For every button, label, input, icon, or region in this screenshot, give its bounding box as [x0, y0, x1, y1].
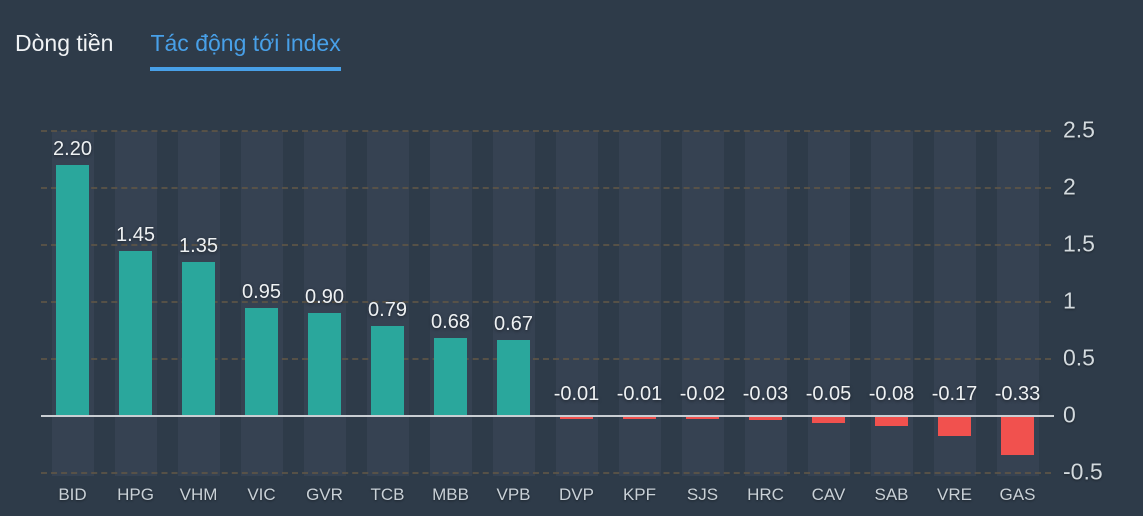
bar-value-label: 0.90 [305, 286, 344, 309]
bar-value-label: -0.33 [994, 383, 1041, 405]
x-tick-label-tcb: TCB [370, 485, 405, 504]
y-tick-label: 2 [1063, 173, 1076, 200]
bar-value-label: 1.35 [179, 235, 218, 258]
bar-kpf[interactable] [623, 417, 656, 419]
x-tick-label-vhm: VHM [179, 485, 218, 504]
x-tick-label-vpb: VPB [496, 485, 531, 504]
tab-tac-dong-toi-index[interactable]: Tác động tới index [150, 28, 341, 71]
bar-tcb[interactable] [371, 325, 404, 416]
x-tick-label-sab: SAB [874, 485, 909, 504]
bar-value-label: 0.95 [242, 280, 281, 303]
bar-sab[interactable] [875, 417, 908, 427]
x-tick-label-gas: GAS [999, 485, 1036, 504]
bar-value-label: 0.67 [494, 312, 533, 335]
y-tick-label: 1 [1063, 287, 1076, 314]
bar-cav[interactable] [812, 417, 845, 423]
x-tick-label-sjs: SJS [686, 485, 719, 504]
column-band [744, 131, 787, 476]
bar-value-label: 0.68 [431, 311, 470, 334]
bar-dvp[interactable] [560, 417, 593, 419]
bar-hrc[interactable] [749, 417, 782, 421]
column-band [492, 131, 535, 476]
column-band [807, 131, 850, 476]
bar-vpb[interactable] [497, 339, 530, 416]
bar-mbb[interactable] [434, 338, 467, 416]
bar-value-label: -0.01 [616, 383, 663, 405]
x-tick-label-kpf: KPF [622, 485, 657, 504]
bar-hpg[interactable] [119, 250, 152, 416]
y-tick-label: 0.5 [1063, 344, 1095, 371]
bar-vhm[interactable] [182, 262, 215, 416]
y-tick-label: 0 [1063, 401, 1076, 428]
column-band [555, 131, 598, 476]
bar-value-label: -0.05 [805, 383, 852, 405]
y-tick-label: 1.5 [1063, 230, 1095, 257]
bar-value-label: -0.01 [553, 383, 600, 405]
bar-value-label: -0.02 [679, 383, 726, 405]
x-tick-label-cav: CAV [811, 485, 846, 504]
bar-value-label: -0.08 [868, 383, 915, 405]
x-tick-label-hpg: HPG [117, 485, 154, 504]
gridline [41, 244, 1051, 246]
gridline [41, 472, 1051, 474]
zero-axis-line [41, 415, 1054, 417]
x-tick-label-hrc: HRC [747, 485, 784, 504]
bar-value-label: -0.17 [931, 383, 978, 405]
bar-vre[interactable] [938, 417, 971, 437]
x-tick-label-gvr: GVR [306, 485, 343, 504]
gridline [41, 358, 1051, 360]
bar-value-label: -0.03 [742, 383, 789, 405]
bar-value-label: 2.20 [53, 138, 92, 161]
column-band [618, 131, 661, 476]
bar-gvr[interactable] [308, 313, 341, 416]
x-tick-label-mbb: MBB [432, 485, 469, 504]
tab-dong-tien[interactable]: Dòng tiền [15, 30, 114, 56]
y-tick-label: 2.5 [1063, 116, 1095, 143]
bar-sjs[interactable] [686, 417, 719, 420]
x-tick-label-bid: BID [58, 485, 87, 504]
y-tick-label: -0.5 [1063, 458, 1103, 485]
bar-bid[interactable] [56, 165, 89, 416]
column-band [681, 131, 724, 476]
tab-bar: Dòng tiền Tác động tới index [15, 28, 341, 71]
bar-vic[interactable] [245, 307, 278, 416]
x-tick-label-vre: VRE [937, 485, 972, 504]
bar-gas[interactable] [1001, 417, 1034, 455]
x-tick-label-vic: VIC [247, 485, 276, 504]
gridline [41, 187, 1051, 189]
gridline [41, 301, 1051, 303]
column-band [429, 131, 472, 476]
bar-value-label: 1.45 [116, 223, 155, 246]
gridline [41, 130, 1051, 132]
x-tick-label-dvp: DVP [559, 485, 594, 504]
bar-value-label: 0.79 [368, 298, 407, 321]
